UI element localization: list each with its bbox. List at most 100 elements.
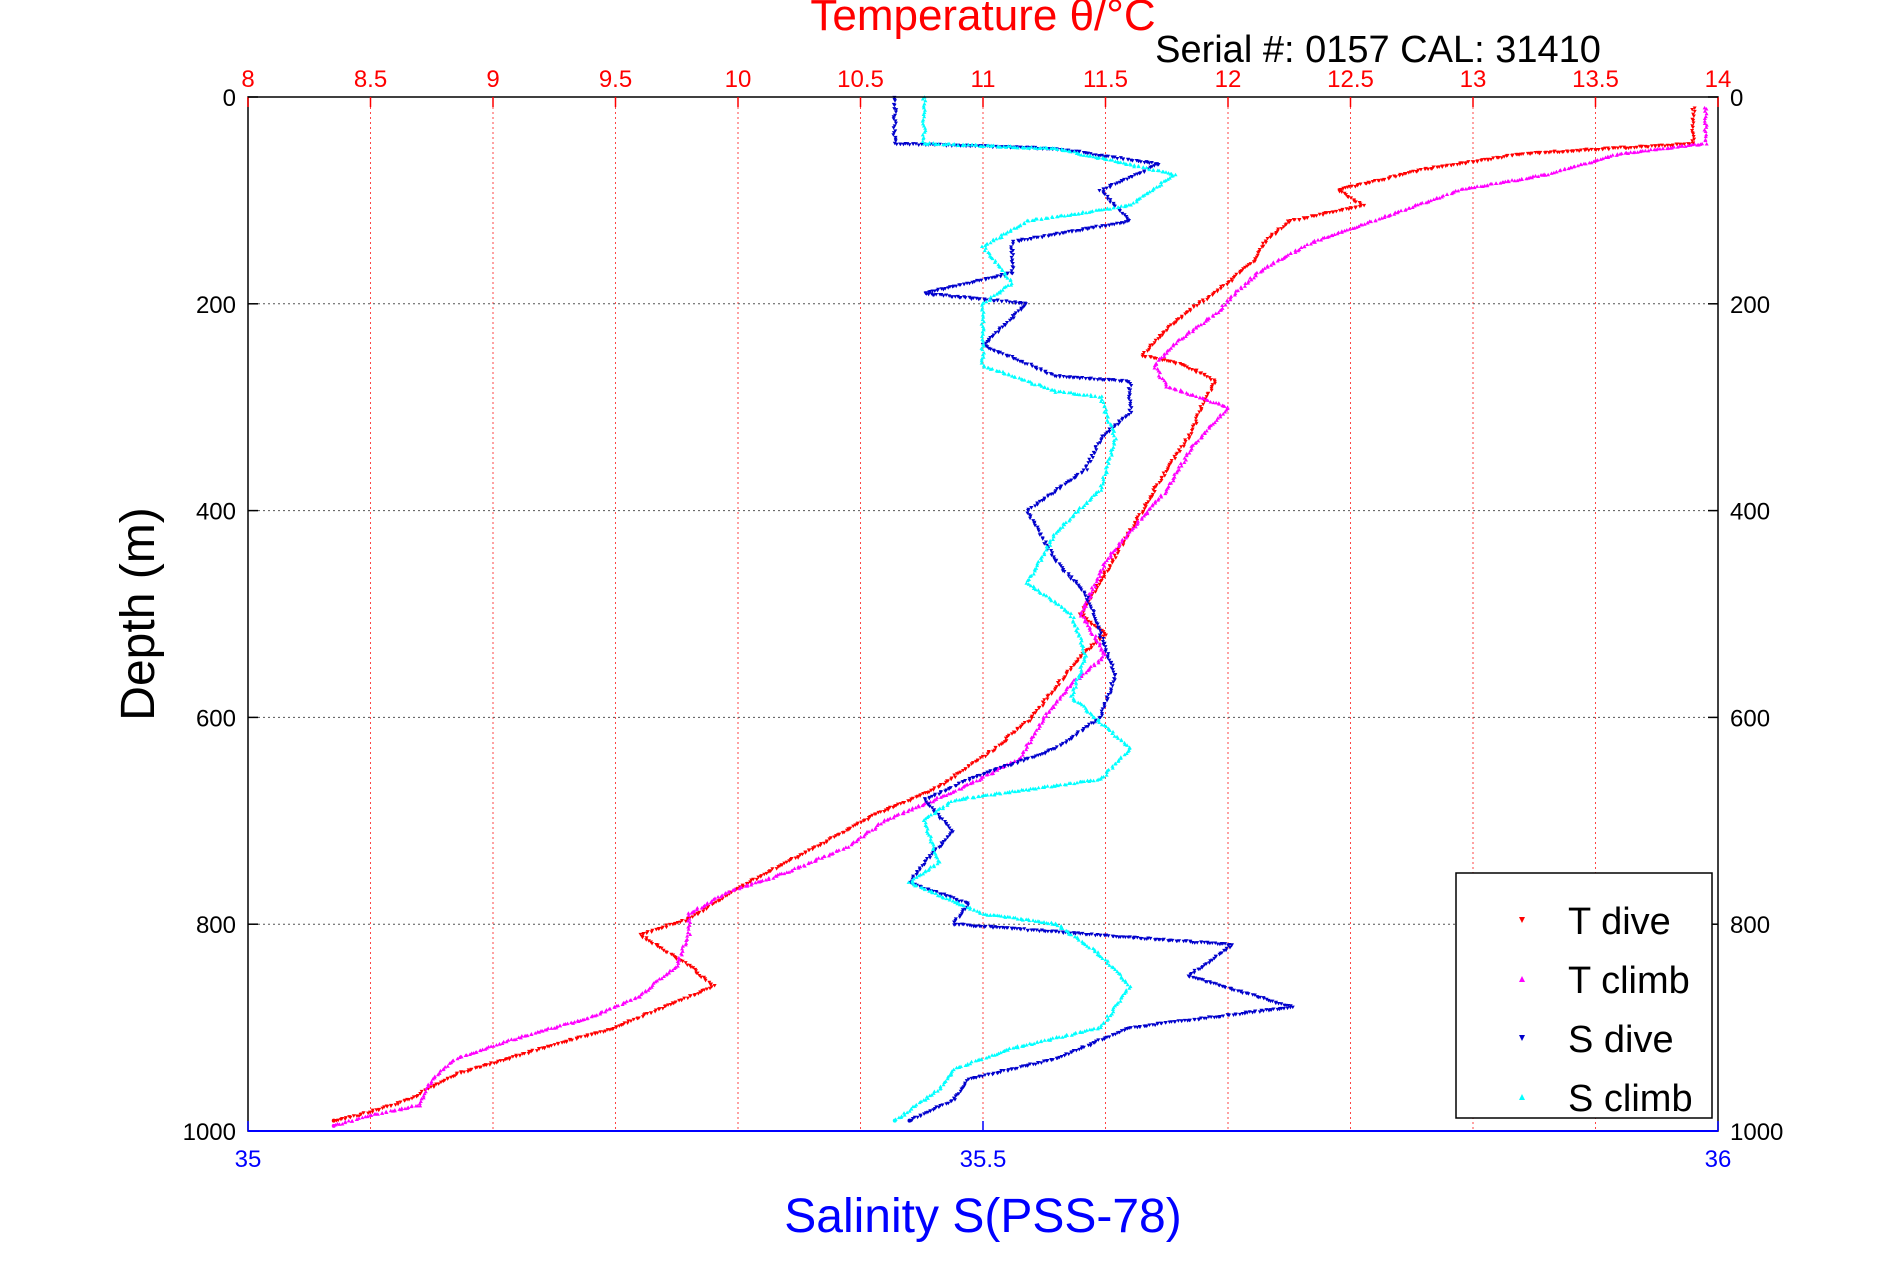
data-point — [1510, 178, 1515, 182]
data-point — [1028, 516, 1033, 521]
data-point — [1050, 372, 1055, 377]
data-point — [1107, 658, 1112, 663]
data-point — [1675, 145, 1680, 149]
data-point — [1683, 144, 1688, 148]
data-point — [1038, 1039, 1043, 1044]
data-point — [978, 911, 983, 915]
data-point — [1079, 611, 1084, 615]
temperature-tick-label: 14 — [1705, 66, 1732, 93]
data-point — [985, 913, 990, 917]
data-point — [956, 899, 961, 904]
data-point — [944, 896, 949, 901]
data-point — [1099, 438, 1104, 442]
data-point — [1171, 342, 1176, 346]
data-point — [1215, 289, 1220, 294]
data-point — [1001, 1068, 1006, 1073]
data-point — [1042, 1038, 1047, 1042]
data-point — [986, 143, 991, 147]
data-point — [1135, 522, 1140, 526]
data-point — [1194, 414, 1199, 419]
data-point — [1037, 533, 1042, 537]
data-point — [1161, 331, 1166, 335]
data-point — [1119, 1029, 1124, 1033]
data-point — [1260, 241, 1265, 246]
data-point — [1177, 450, 1182, 454]
data-point — [1212, 420, 1217, 425]
data-point — [935, 1089, 940, 1093]
data-point — [1500, 180, 1505, 184]
data-point — [1044, 548, 1049, 552]
temperature-tick-label: 12.5 — [1327, 66, 1374, 93]
data-point — [1051, 532, 1056, 537]
temperature-tick-label: 11 — [971, 66, 996, 93]
data-point — [1119, 179, 1124, 183]
data-point — [1193, 416, 1198, 421]
data-point — [1109, 450, 1114, 455]
data-point — [1062, 522, 1067, 527]
data-point — [1275, 1007, 1280, 1012]
data-point — [421, 1095, 426, 1100]
data-point — [1557, 168, 1562, 173]
data-point — [985, 752, 990, 757]
data-point — [1542, 151, 1547, 155]
data-point — [552, 1026, 557, 1030]
data-point — [1174, 939, 1179, 944]
data-point — [1063, 1034, 1068, 1038]
data-point — [1040, 235, 1045, 240]
data-point — [1079, 668, 1084, 672]
data-point — [1099, 657, 1104, 662]
data-point — [1232, 988, 1237, 993]
data-point — [1178, 388, 1183, 392]
data-point — [1071, 663, 1076, 668]
data-point — [654, 927, 659, 932]
data-point — [1029, 716, 1034, 721]
data-point — [961, 785, 966, 789]
data-point — [1082, 659, 1087, 663]
data-point — [552, 1043, 557, 1047]
data-point — [1164, 351, 1169, 355]
data-point — [866, 817, 871, 822]
data-point — [1031, 572, 1036, 576]
data-point — [1034, 235, 1039, 240]
data-point — [1049, 692, 1054, 696]
data-point — [927, 854, 932, 858]
data-point — [870, 828, 875, 832]
data-point — [1093, 445, 1098, 450]
data-point — [1704, 125, 1709, 129]
data-point — [1126, 397, 1131, 401]
data-point — [991, 749, 996, 754]
legend-marker — [1519, 917, 1525, 923]
data-point — [1134, 516, 1139, 521]
data-point — [1129, 384, 1134, 388]
data-point — [982, 1073, 987, 1078]
data-point — [961, 769, 966, 773]
data-point — [1007, 915, 1012, 919]
data-point — [688, 932, 693, 937]
data-point — [1142, 513, 1147, 518]
data-point — [646, 988, 651, 992]
data-point — [1197, 301, 1202, 306]
data-point — [1201, 396, 1206, 401]
data-point — [1000, 325, 1005, 329]
data-point — [1514, 152, 1519, 157]
data-point — [979, 777, 984, 781]
data-point — [1072, 699, 1077, 703]
data-point — [1549, 171, 1554, 175]
chart-title: Temperature θ/°C — [810, 0, 1155, 40]
data-point — [938, 1086, 943, 1091]
data-point — [1032, 1041, 1037, 1046]
data-point — [409, 1104, 414, 1109]
data-point — [737, 886, 742, 891]
data-point — [1329, 233, 1334, 238]
data-point — [1158, 493, 1163, 497]
data-point — [1207, 376, 1212, 380]
data-point — [981, 355, 986, 359]
data-point — [1034, 728, 1039, 732]
data-point — [1049, 598, 1054, 603]
data-point — [1192, 941, 1197, 945]
data-point — [999, 914, 1004, 918]
data-point — [1061, 678, 1066, 682]
data-points — [331, 95, 1709, 1128]
data-point — [1060, 231, 1065, 235]
data-point — [1524, 176, 1529, 181]
